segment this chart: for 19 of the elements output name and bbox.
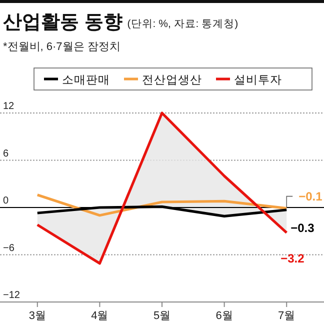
y-tick-label: −12	[3, 290, 20, 301]
x-tick: 6월	[216, 310, 233, 322]
legend-label: 전산업생산	[142, 74, 202, 86]
value-label: −0.1	[298, 189, 322, 204]
value-label: −0.3	[290, 220, 314, 235]
x-tick: 4월	[91, 310, 108, 322]
subtitle: (단위: %, 자료: 통계청)	[127, 18, 238, 30]
y-tick-label: 0	[3, 196, 9, 206]
annotation: *전월비, 6·7월은 잠정치	[3, 41, 120, 53]
y-tick-label: −6	[3, 242, 15, 254]
legend-label: 소매판매	[62, 74, 110, 86]
y-tick-label: 12	[3, 101, 15, 112]
x-tick: 3월	[28, 310, 46, 322]
legend-label: 설비투자	[234, 74, 282, 86]
title: 산업활동 동향	[3, 12, 122, 33]
x-tick: 5월	[153, 310, 171, 322]
value-label: −3.2	[280, 252, 304, 266]
x-tick: 7월	[278, 310, 296, 322]
y-tick-label: 6	[3, 148, 9, 160]
